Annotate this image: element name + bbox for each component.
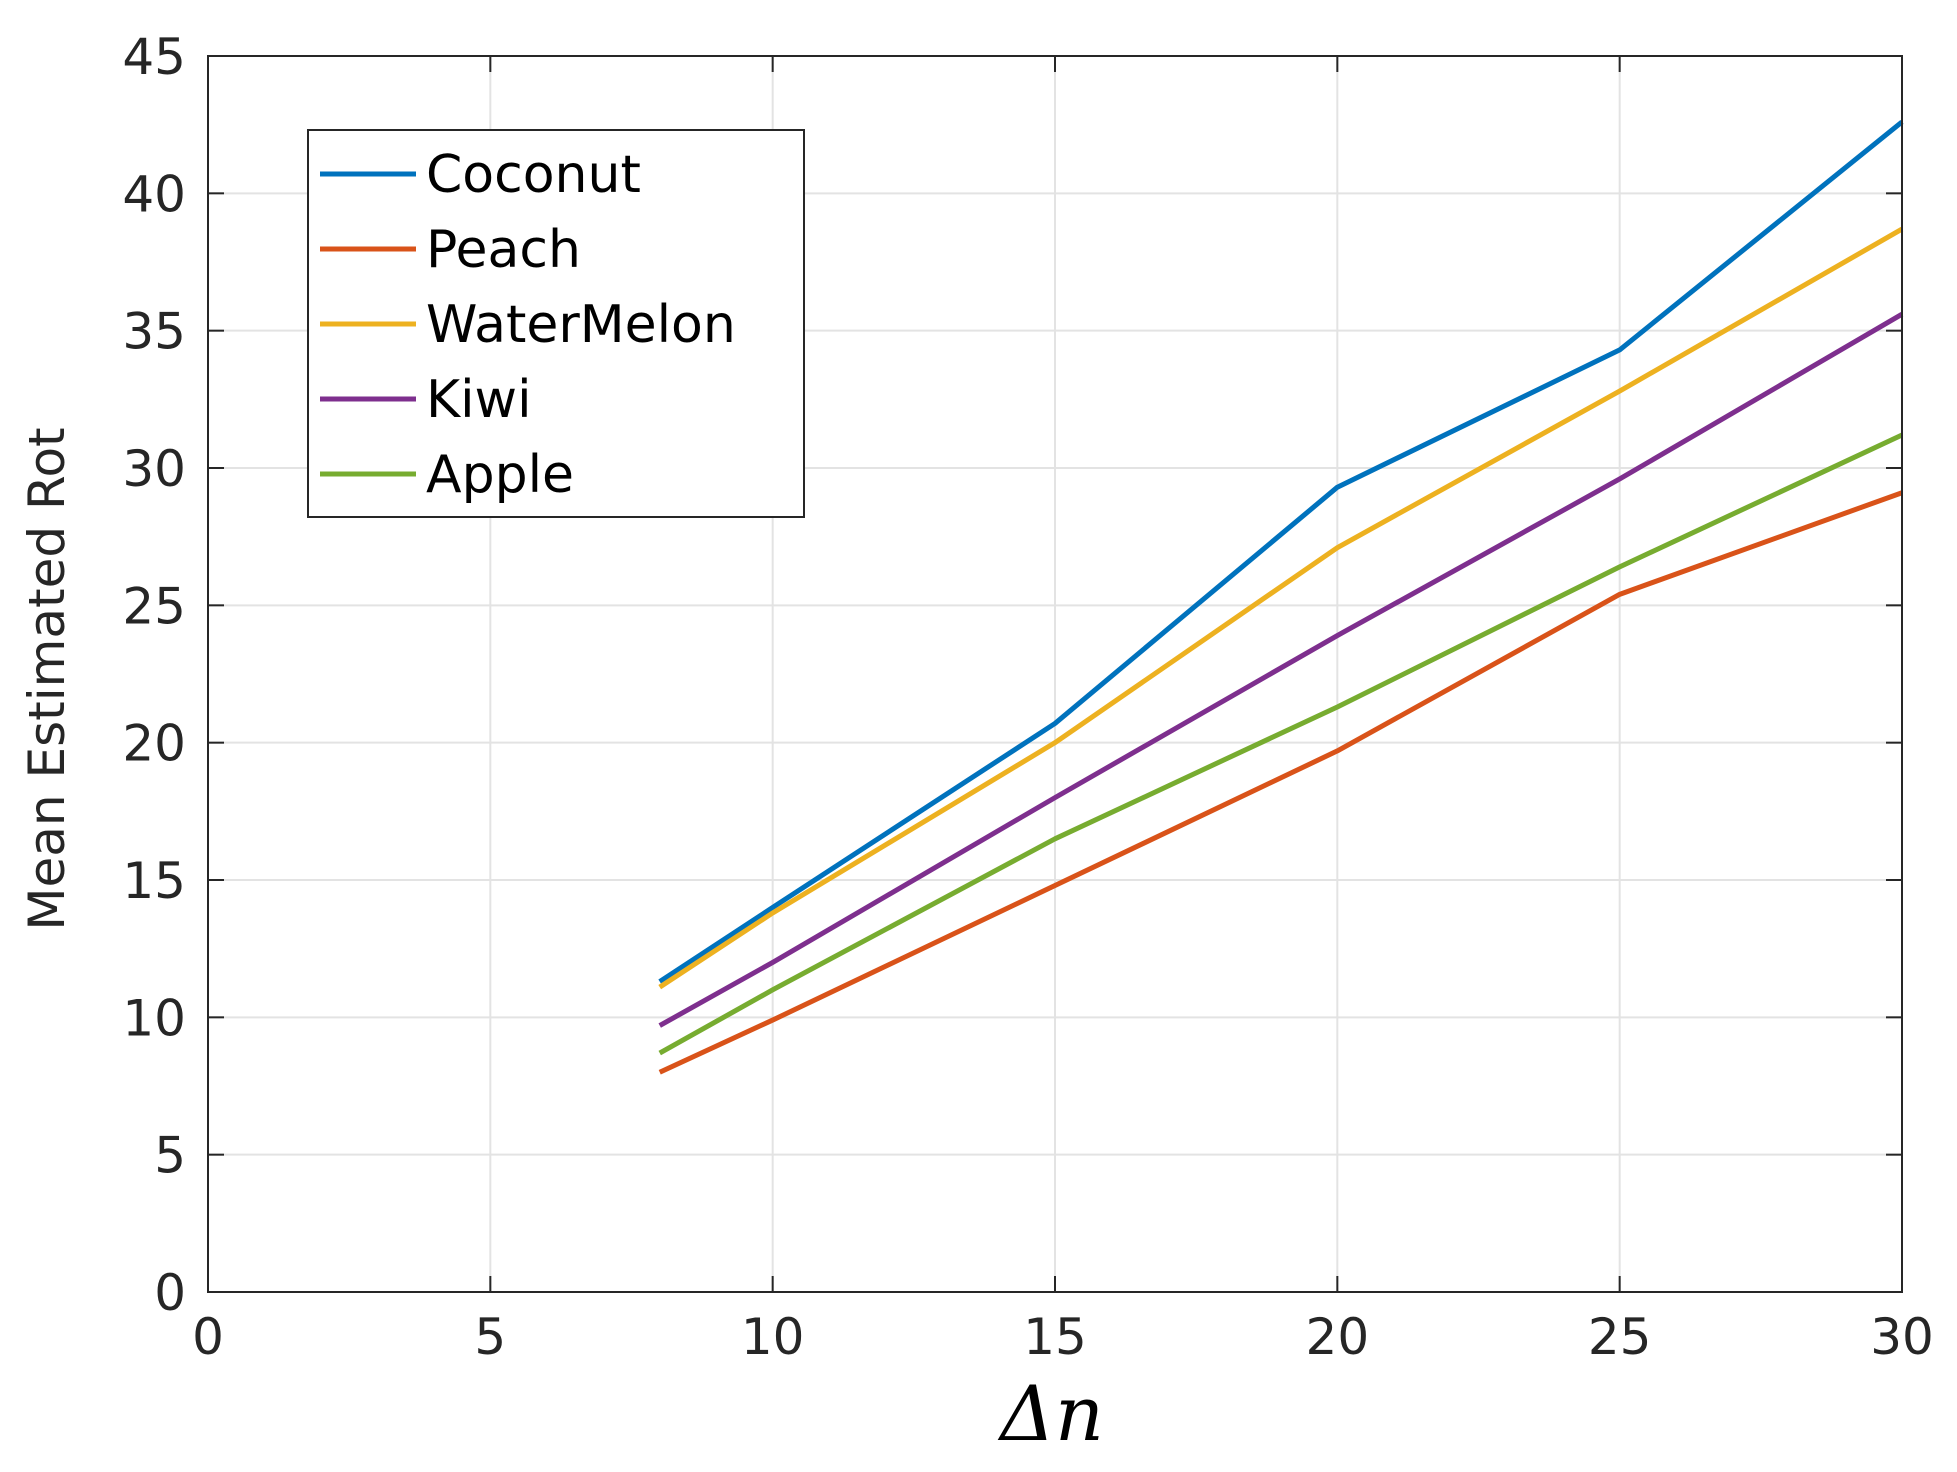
axis-ticks	[207, 55, 1903, 1293]
x-tick-label: 0	[192, 1308, 224, 1366]
x-tick-label: 5	[474, 1308, 506, 1366]
legend-label-watermelon: WaterMelon	[426, 295, 736, 355]
y-tick-labels: 0 5 10 15 20 25 30 35 40 45	[122, 28, 186, 1322]
y-tick-label: 45	[122, 28, 186, 86]
y-tick-label: 15	[122, 852, 186, 910]
x-tick-labels: 0 5 10 15 20 25 30	[192, 1308, 1934, 1366]
y-tick-label: 40	[122, 165, 186, 223]
x-tick-label: 10	[741, 1308, 805, 1366]
legend-label-peach: Peach	[426, 220, 581, 280]
series-line-kiwi	[658, 312, 1904, 1028]
y-tick-label: 35	[122, 303, 186, 361]
y-tick-label: 25	[122, 577, 186, 635]
legend: Coconut Peach WaterMelon Kiwi Apple	[307, 129, 805, 518]
y-tick-label: 0	[154, 1264, 186, 1322]
x-tick-label: 30	[1870, 1308, 1934, 1366]
x-tick-label: 20	[1306, 1308, 1370, 1366]
y-tick-label: 5	[154, 1127, 186, 1185]
y-axis-label: Mean Estimated Rot	[18, 427, 76, 930]
series-line-peach	[658, 490, 1903, 1075]
series-line-coconut	[658, 119, 1904, 984]
legend-label-coconut: Coconut	[426, 145, 641, 205]
series-lines	[658, 119, 1904, 1075]
legend-label-apple: Apple	[426, 445, 574, 505]
y-tick-label: 30	[122, 440, 186, 498]
x-tick-label: 15	[1023, 1308, 1087, 1366]
series-line-watermelon	[658, 226, 1904, 990]
x-axis-label: Δn	[997, 1369, 1104, 1458]
series-line-apple	[658, 432, 1904, 1056]
legend-label-kiwi: Kiwi	[426, 370, 532, 430]
x-tick-label: 25	[1588, 1308, 1652, 1366]
y-tick-label: 10	[122, 989, 186, 1047]
y-tick-label: 20	[122, 715, 186, 773]
